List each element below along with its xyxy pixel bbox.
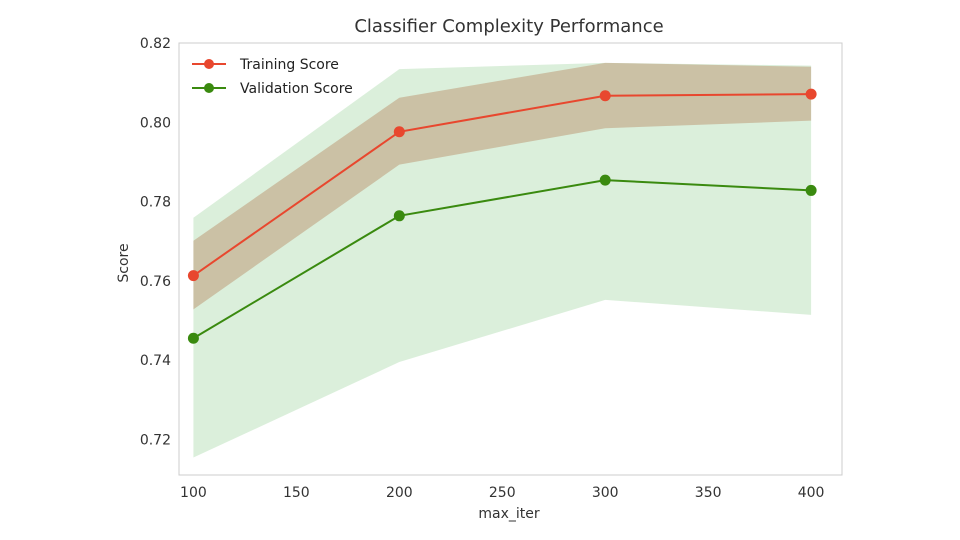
point-validation-score <box>393 210 405 222</box>
x-axis-ticks: 100 150 200 250 300 350 400 <box>180 485 824 501</box>
chart-title: Classifier Complexity Performance <box>354 16 663 37</box>
y-axis-label: Score <box>116 243 132 282</box>
y-tick-label: 0.72 <box>140 432 171 448</box>
y-tick-label: 0.82 <box>140 36 171 52</box>
line-validation-score <box>192 179 812 340</box>
legend-marker-training-score <box>204 59 214 69</box>
legend: Training Score Validation Score <box>192 57 353 97</box>
band-training-score <box>193 62 812 310</box>
plot-area-frame <box>178 42 843 476</box>
x-tick-label: 150 <box>283 485 310 501</box>
y-tick-label: 0.76 <box>140 274 171 290</box>
confidence-bands <box>193 62 812 458</box>
legend-label-training-score: Training Score <box>239 57 339 73</box>
x-tick-label: 350 <box>695 485 722 501</box>
legend-entry-validation: Validation Score <box>192 81 353 97</box>
point-training-score <box>805 88 817 100</box>
legend-marker-validation-score <box>204 83 214 93</box>
band-validation-score <box>193 62 812 458</box>
y-tick-label: 0.74 <box>140 353 171 369</box>
point-validation-score <box>187 332 199 344</box>
point-validation-score <box>599 174 611 186</box>
x-axis-label: max_iter <box>478 506 539 522</box>
x-tick-label: 250 <box>489 485 516 501</box>
x-tick-label: 100 <box>180 485 207 501</box>
legend-entry-training: Training Score <box>192 57 339 73</box>
point-training-score <box>599 90 611 102</box>
series-points <box>187 88 817 344</box>
x-tick-label: 200 <box>386 485 413 501</box>
line-training-score <box>192 93 812 277</box>
x-tick-label: 400 <box>798 485 825 501</box>
x-tick-label: 300 <box>592 485 619 501</box>
y-tick-label: 0.78 <box>140 195 171 211</box>
y-tick-label: 0.80 <box>140 115 171 131</box>
point-validation-score <box>805 184 817 196</box>
legend-label-validation-score: Validation Score <box>240 81 353 97</box>
series-lines <box>192 93 812 340</box>
point-training-score <box>187 270 199 282</box>
y-axis-ticks: 0.72 0.74 0.76 0.78 0.80 0.82 <box>140 36 171 448</box>
point-training-score <box>393 126 405 138</box>
